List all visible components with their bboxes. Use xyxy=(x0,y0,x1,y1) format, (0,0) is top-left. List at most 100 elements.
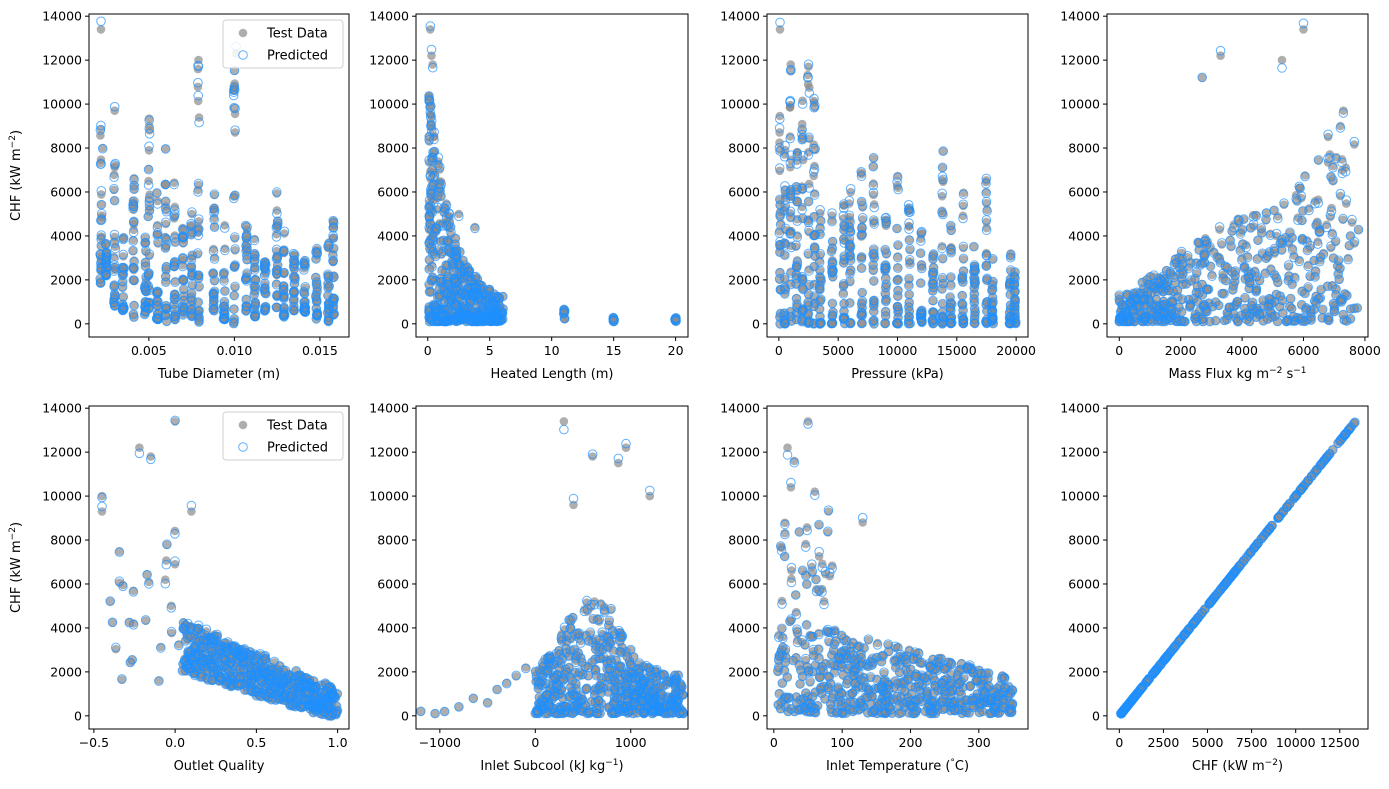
predicted-point xyxy=(798,151,809,161)
test-data-point xyxy=(110,196,119,205)
predicted-point xyxy=(970,318,980,329)
predicted-point xyxy=(230,190,240,201)
x-tick-label: 0.005 xyxy=(131,343,167,358)
predicted-point xyxy=(444,209,455,219)
predicted-point xyxy=(844,195,855,206)
test-data-point xyxy=(470,222,480,232)
predicted-point xyxy=(438,309,449,320)
predicted-point xyxy=(1333,269,1343,279)
test-data-point xyxy=(424,91,434,100)
predicted-point xyxy=(442,236,452,247)
predicted-point xyxy=(1230,266,1241,276)
test-data-point xyxy=(775,25,785,34)
predicted-point xyxy=(430,305,440,316)
predicted-point xyxy=(250,254,260,265)
predicted-point xyxy=(241,246,251,256)
points-group xyxy=(97,415,343,721)
predicted-point xyxy=(893,319,904,329)
predicted-point xyxy=(1257,248,1268,259)
predicted-point xyxy=(869,244,879,254)
predicted-point xyxy=(880,264,890,274)
predicted-point xyxy=(1283,260,1294,270)
test-data-point xyxy=(904,222,914,231)
predicted-point xyxy=(1305,240,1315,251)
predicted-point xyxy=(845,184,856,194)
predicted-point xyxy=(1231,313,1241,324)
predicted-point xyxy=(892,318,902,328)
predicted-point xyxy=(1162,315,1172,325)
x-axis-label: Pressure (kPa) xyxy=(851,367,944,382)
predicted-point xyxy=(1312,219,1322,229)
predicted-point xyxy=(869,296,879,307)
points-group xyxy=(1114,18,1364,327)
test-data-point xyxy=(230,128,240,137)
y-tick-label: 14000 xyxy=(720,9,760,24)
predicted-point xyxy=(816,317,826,328)
predicted-point xyxy=(311,292,321,302)
predicted-point xyxy=(271,302,282,313)
predicted-point xyxy=(429,134,439,145)
predicted-point xyxy=(982,275,992,285)
predicted-point xyxy=(194,312,204,323)
predicted-point xyxy=(1309,255,1319,266)
predicted-point xyxy=(460,290,470,300)
predicted-point xyxy=(780,250,790,260)
predicted-point xyxy=(969,297,980,308)
predicted-point xyxy=(839,203,849,213)
predicted-point xyxy=(1266,299,1277,309)
predicted-point xyxy=(845,268,855,279)
test-data-point xyxy=(785,132,795,141)
predicted-point xyxy=(1156,275,1166,286)
predicted-point xyxy=(1324,315,1334,326)
y-tick-label: 14000 xyxy=(369,9,409,24)
predicted-point xyxy=(438,235,449,246)
predicted-point xyxy=(903,200,914,210)
predicted-point xyxy=(780,186,791,196)
predicted-point xyxy=(95,125,106,135)
predicted-point xyxy=(1276,245,1287,255)
predicted-point xyxy=(792,257,803,268)
predicted-point xyxy=(1293,215,1303,225)
test-data-point xyxy=(129,256,139,265)
predicted-point xyxy=(209,275,220,286)
predicted-point xyxy=(179,284,189,294)
predicted-point xyxy=(1318,249,1329,260)
predicted-point xyxy=(1234,215,1244,226)
predicted-point xyxy=(809,230,820,241)
predicted-point xyxy=(161,262,172,272)
test-data-point xyxy=(272,229,281,239)
predicted-point xyxy=(1227,266,1237,277)
predicted-point xyxy=(128,245,138,256)
predicted-point xyxy=(474,293,484,303)
predicted-point xyxy=(468,312,478,323)
predicted-point xyxy=(1271,289,1282,300)
test-data-point xyxy=(828,299,837,309)
predicted-point xyxy=(937,253,948,264)
test-data-point xyxy=(1327,203,1336,213)
predicted-point xyxy=(426,287,436,297)
predicted-point xyxy=(958,253,969,264)
predicted-point xyxy=(1159,316,1170,327)
predicted-point xyxy=(328,222,339,233)
predicted-point xyxy=(946,247,956,258)
predicted-point xyxy=(1148,282,1158,292)
predicted-point xyxy=(96,199,107,210)
y-tick-label: 4000 xyxy=(377,228,409,243)
test-data-point xyxy=(893,252,902,261)
predicted-point xyxy=(1230,276,1240,286)
test-data-point xyxy=(804,62,813,71)
predicted-point xyxy=(815,280,825,291)
predicted-point xyxy=(797,133,808,143)
predicted-point xyxy=(469,280,480,291)
predicted-point xyxy=(780,201,791,211)
predicted-point xyxy=(261,259,271,270)
predicted-point xyxy=(186,304,197,315)
predicted-point xyxy=(775,17,785,28)
predicted-point xyxy=(140,238,150,248)
y-tick-label: 12000 xyxy=(369,53,409,68)
predicted-point xyxy=(857,307,867,318)
predicted-point xyxy=(1177,315,1187,326)
predicted-point xyxy=(118,292,128,302)
